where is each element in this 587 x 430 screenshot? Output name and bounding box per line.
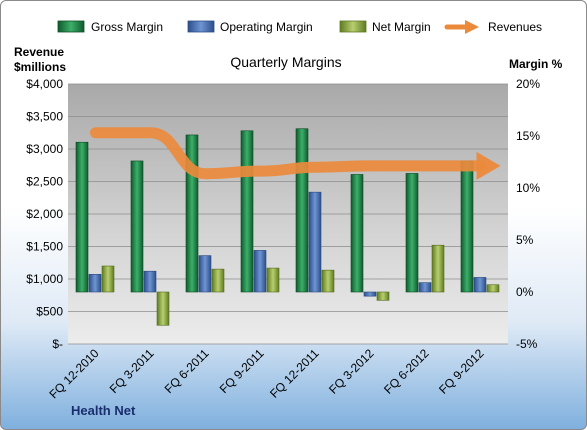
bar-gross-margin: [75, 141, 89, 293]
legend-arrow-revenues: [465, 20, 479, 34]
legend-swatch-operating-margin: [187, 20, 215, 33]
chart-title: Quarterly Margins: [230, 54, 341, 70]
bar-net-margin: [431, 244, 445, 293]
legend-label-revenues: Revenues: [488, 20, 542, 34]
legend-item-revenues: Revenues: [444, 20, 542, 34]
bar-operating-margin: [418, 282, 432, 293]
left-tick-label: $3,000: [26, 142, 63, 156]
revenues-line: [90, 127, 486, 180]
bar-operating-margin: [198, 255, 212, 293]
x-axis: FQ 12-2010 FQ 3-2011 FQ 6-2011 FQ 9-2011 FQ …: [46, 346, 486, 401]
x-tick-label: FQ 6-2012: [381, 346, 432, 397]
bar-gross-margin: [130, 160, 144, 293]
company-label: Health Net: [71, 403, 136, 418]
legend-swatch-gross-margin: [57, 20, 85, 33]
bar-net-margin: [211, 268, 225, 293]
x-tick-label: FQ 3-2012: [326, 346, 377, 397]
revenues-arrowhead: [476, 151, 501, 180]
bar-net-margin: [156, 291, 170, 326]
legend-label-operating-margin: Operating Margin: [220, 20, 313, 34]
right-tick-label: 5%: [516, 233, 534, 247]
left-tick-label: $4,000: [26, 77, 63, 91]
x-tick-label: FQ 9-2012: [436, 346, 487, 397]
right-tick-label: 20%: [516, 77, 540, 91]
legend-item-operating-margin: Operating Margin: [187, 20, 313, 34]
left-tick-label: $500: [36, 305, 63, 319]
right-axis: -5% 0% 5% 10% 15% 20%: [516, 77, 540, 351]
bar-net-margin: [101, 265, 115, 293]
legend-label-gross-margin: Gross Margin: [91, 20, 163, 34]
bar-operating-margin: [88, 274, 102, 293]
bar-gross-margin: [405, 173, 419, 293]
right-axis-label: Margin %: [509, 57, 563, 71]
bar-operating-margin: [308, 191, 322, 293]
left-axis-label-line2: $millions: [14, 60, 66, 74]
bar-gross-margin: [460, 160, 474, 293]
right-tick-label: 0%: [516, 285, 534, 299]
bar-operating-margin: [473, 277, 487, 293]
bar-gross-margin: [295, 128, 309, 293]
x-tick-label: FQ 6-2011: [162, 346, 212, 396]
revenues-series: [90, 127, 501, 180]
right-tick-label: 15%: [516, 129, 540, 143]
bar-net-margin: [486, 284, 500, 293]
bar-gross-margin: [240, 130, 254, 293]
legend-item-gross-margin: Gross Margin: [57, 20, 163, 34]
bar-gross-margin: [350, 174, 364, 293]
x-tick-label: FQ 9-2011: [217, 346, 267, 396]
right-tick-label: 10%: [516, 181, 540, 195]
left-tick-label: $1,000: [26, 272, 63, 286]
bar-net-margin: [266, 267, 280, 293]
left-tick-label: $3,500: [26, 110, 63, 124]
gridlines: [68, 83, 508, 345]
left-tick-label: $2,000: [26, 207, 63, 221]
left-tick-label: $-: [52, 337, 63, 351]
x-tick-label: FQ 3-2011: [107, 346, 157, 396]
bar-net-margin: [376, 291, 390, 301]
legend-item-net-margin: Net Margin: [339, 20, 431, 34]
legend: Gross Margin Operating Margin Net Margin…: [57, 20, 542, 34]
legend-swatch-net-margin: [339, 20, 367, 33]
bar-operating-margin: [363, 291, 377, 297]
x-tick-label: FQ 12-2010: [46, 346, 101, 401]
bar-operating-margin: [143, 270, 157, 293]
left-axis-label-line1: Revenue: [14, 45, 64, 59]
legend-label-net-margin: Net Margin: [372, 20, 431, 34]
left-tick-label: $1,500: [26, 240, 63, 254]
right-tick-label: -5%: [516, 337, 538, 351]
bar-operating-margin: [253, 250, 267, 293]
left-tick-label: $2,500: [26, 175, 63, 189]
x-tick-label: FQ 12-2011: [267, 346, 322, 401]
bar-net-margin: [321, 269, 335, 293]
left-axis: $- $500 $1,000 $1,500 $2,000 $2,500 $3,000 $3,5…: [26, 77, 63, 351]
